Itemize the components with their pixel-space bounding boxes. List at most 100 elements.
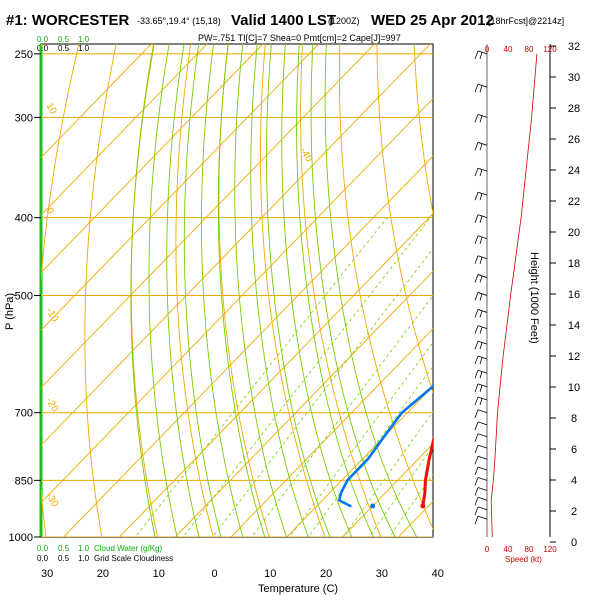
- wind-barb-850: [474, 476, 488, 486]
- pressure-tick-label-700: 700: [15, 408, 33, 420]
- dry-adiabat-350: [488, 40, 600, 554]
- isotherm--80: [41, 44, 264, 274]
- pressure-tick-label-850: 850: [15, 475, 33, 487]
- height-tick-label-4: 4: [571, 475, 577, 487]
- cloud-water-tick-top-1: 0.5: [58, 35, 70, 44]
- dry-adiabat-300: [300, 44, 382, 537]
- height-tick-label-26: 26: [568, 134, 580, 146]
- temperature-line: [421, 435, 433, 508]
- height-tick-label-20: 20: [568, 227, 580, 239]
- chart-title-coords: -33.65°,19.4° (15,18): [137, 16, 221, 26]
- cloudiness-tick-top-2: 1.0: [78, 44, 90, 53]
- pressure-tick-label-300: 300: [15, 112, 33, 124]
- moist-adiabat-38: [324, 44, 418, 537]
- dry-adiabat-280: [218, 44, 270, 537]
- profiles: [337, 383, 433, 509]
- cloudiness-tick-2: 1.0: [78, 554, 90, 563]
- temp-tick-label--20: 20: [97, 568, 109, 580]
- theta-label-10: 10: [43, 101, 58, 117]
- mixing-ratio-25: [388, 473, 433, 537]
- cloudiness-tick-top-1: 0.5: [58, 44, 70, 53]
- cloud-water-tick-0: 0.0: [37, 544, 49, 553]
- temp-tick-label-40: 40: [432, 568, 444, 580]
- dry-adiabat-270: [175, 44, 214, 537]
- temp-tick-label-0: 0: [211, 568, 217, 580]
- moist-adiabat-26: [281, 44, 353, 537]
- wind-barb-450: [474, 255, 488, 264]
- wind-barb-875: [474, 487, 488, 496]
- dewpoint-line: [337, 383, 433, 508]
- cloud-water-label: Cloud Water (g/Kg): [94, 544, 163, 553]
- surface-temperature-marker: [420, 503, 426, 509]
- wind-barb-650: [474, 383, 488, 393]
- theta-label--10: -10: [43, 306, 60, 324]
- moist-adiabat-10: [217, 44, 266, 537]
- isotherm--60: [41, 44, 376, 389]
- pressure-tick-label-400: 400: [15, 213, 33, 225]
- dry-adiabat-320: [376, 44, 433, 394]
- isotherm--100: [41, 44, 152, 159]
- moist-adiabat-22: [266, 44, 331, 537]
- height-tick-label-6: 6: [571, 444, 577, 456]
- temperature-axis: 30 20 10 0 10 20 30 40: [41, 568, 444, 580]
- isotherm--50: [41, 44, 431, 446]
- wind-barb-950: [474, 515, 488, 525]
- mixing-ratio-label-2: 2: [185, 540, 196, 549]
- moist-adiabat--10: [130, 44, 156, 537]
- wind-barb-500: [474, 292, 488, 301]
- dry-adiabat-240: [41, 44, 80, 537]
- wind-barb-800: [474, 455, 488, 465]
- temp-tick-label-20: 20: [320, 568, 332, 580]
- height-tick-label-32: 32: [568, 41, 580, 53]
- isotherm--30: [62, 155, 433, 537]
- pressure-tick-label-250: 250: [15, 49, 33, 61]
- height-tick-label-10: 10: [568, 382, 580, 394]
- wind-barb-375: [474, 191, 488, 201]
- wind-speed: 0 0 40 40 80 80 120 120: [485, 45, 557, 554]
- wind-barb-550: [474, 325, 488, 334]
- wind-barb-675: [474, 396, 488, 406]
- height-tick-label-16: 16: [568, 289, 580, 301]
- moist-adiabat--6: [148, 44, 178, 537]
- moist-adiabat-34: [310, 44, 396, 537]
- moist-adiabat-18: [250, 44, 309, 537]
- pressure-tick-label-1000: 1000: [9, 532, 33, 544]
- isotherm-10: [286, 385, 433, 537]
- height-tick-label-18: 18: [568, 258, 580, 270]
- wind-barb-300: [474, 114, 488, 123]
- wind-barb-825: [474, 466, 488, 476]
- cloud-water-tick-top-2: 1.0: [78, 35, 90, 44]
- height-tick-label-8: 8: [571, 413, 577, 425]
- height-tick-label-2: 2: [571, 506, 577, 518]
- wind-speed-line: [490, 53, 538, 538]
- moist-adiabat-6: [201, 44, 244, 537]
- wind-barb-625: [474, 369, 488, 379]
- speed-tick-top-80: 80: [525, 45, 534, 54]
- chart-title-date: WED 25 Apr 2012: [371, 12, 494, 29]
- dry-adiabat-290: [260, 44, 326, 537]
- chart-title-forecast: [18hrFcst]@2214z]: [488, 16, 564, 26]
- dry-adiabat-330: [413, 44, 433, 216]
- wind-barb-250: [474, 50, 488, 60]
- wind-barb-750: [474, 433, 488, 442]
- isotherm-50: [494, 0, 600, 554]
- mixing-ratio-label-5: 5: [251, 540, 262, 549]
- surface-dewpoint-marker: [370, 503, 376, 509]
- chart-title-station: #1: WORCESTER: [6, 12, 130, 29]
- theta-label--20: -20: [43, 396, 60, 414]
- pressure-axis: 250 300 400 500 700 850 1000: [9, 49, 41, 544]
- mixing-ratio-label-3: 3: [213, 540, 224, 549]
- mixing-ratio-10: [307, 365, 433, 537]
- speed-axis-label: Speed (kt): [505, 555, 542, 564]
- temp-tick-label--10: 10: [153, 568, 165, 580]
- cloudiness-label: Grid Scale Cloudiness: [94, 554, 173, 563]
- moist-adiabat-2: [183, 44, 222, 537]
- theta-label--30: -30: [43, 491, 60, 509]
- mixing-ratio-15: [342, 411, 433, 537]
- cloud-scale-bottom: 0.0 0.5 1.0 Cloud Water (g/Kg) 0.0 0.5 1…: [37, 544, 173, 563]
- wind-barb-900: [474, 496, 488, 506]
- temp-tick-label-30: 30: [376, 568, 388, 580]
- isotherm--70: [41, 44, 320, 331]
